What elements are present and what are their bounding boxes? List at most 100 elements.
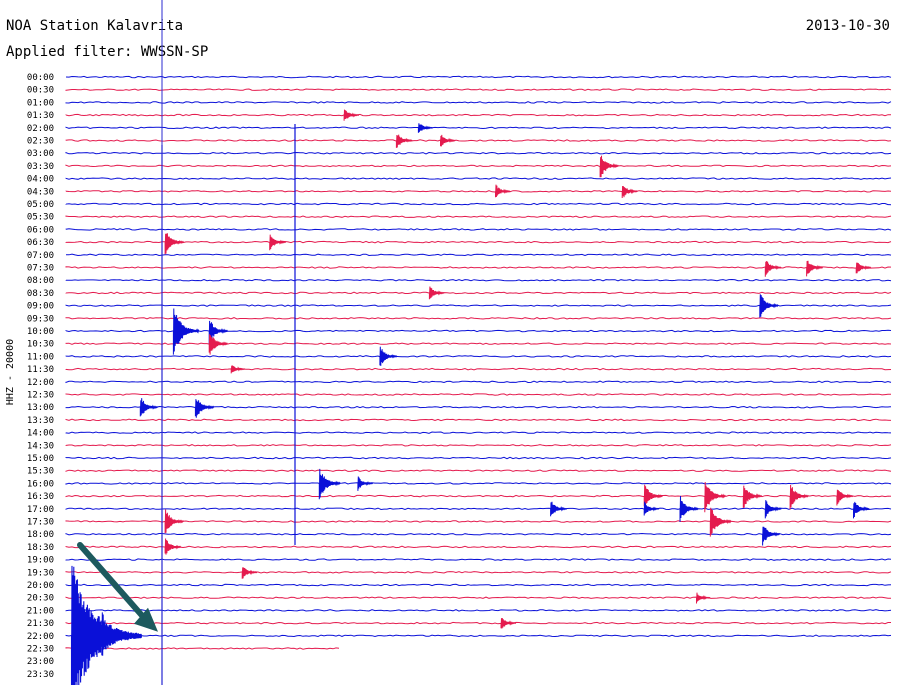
event-burst bbox=[599, 155, 619, 178]
trace-line bbox=[65, 215, 892, 218]
time-label: 05:30 bbox=[27, 213, 54, 223]
trace-line bbox=[65, 469, 892, 472]
event-burst bbox=[139, 398, 158, 417]
event-burst bbox=[696, 592, 711, 604]
event-burst bbox=[101, 612, 128, 656]
trace-line bbox=[65, 571, 892, 574]
time-label: 10:30 bbox=[27, 340, 54, 350]
trace-line bbox=[65, 431, 892, 434]
trace-line bbox=[65, 456, 892, 460]
time-label: 17:00 bbox=[27, 505, 54, 515]
event-burst bbox=[395, 134, 413, 148]
trace-line bbox=[65, 380, 892, 384]
time-label: 19:00 bbox=[27, 556, 54, 566]
time-label: 17:30 bbox=[27, 518, 54, 528]
event-burst bbox=[343, 109, 360, 121]
event-burst bbox=[230, 365, 246, 374]
event-burst bbox=[789, 484, 809, 510]
time-label: 15:30 bbox=[27, 467, 54, 477]
trace-line bbox=[65, 444, 892, 447]
trace-line bbox=[65, 634, 892, 638]
trace-line bbox=[65, 647, 340, 650]
event-burst bbox=[379, 346, 398, 366]
event-burst bbox=[440, 134, 456, 147]
time-label: 10:00 bbox=[27, 327, 54, 337]
event-burst bbox=[241, 567, 258, 579]
time-label: 22:00 bbox=[27, 632, 54, 642]
time-label: 20:00 bbox=[27, 581, 54, 591]
trace-line bbox=[65, 88, 892, 91]
event-burst bbox=[853, 501, 870, 519]
event-burst bbox=[764, 260, 782, 277]
time-label: 14:30 bbox=[27, 441, 54, 451]
event-burst bbox=[762, 526, 781, 546]
event-burst bbox=[172, 308, 200, 355]
trace-line bbox=[65, 101, 892, 104]
arrow-annotation bbox=[77, 542, 158, 632]
trace-line bbox=[65, 507, 892, 511]
trace-line bbox=[65, 240, 892, 244]
time-label: 15:00 bbox=[27, 454, 54, 464]
event-burst bbox=[704, 481, 727, 513]
trace-line bbox=[65, 228, 892, 231]
trace-line bbox=[65, 75, 892, 79]
time-label: 12:00 bbox=[27, 378, 54, 388]
time-label: 13:00 bbox=[27, 403, 54, 413]
date-label: 2013-10-30 bbox=[805, 18, 890, 34]
time-label: 01:00 bbox=[27, 98, 54, 108]
trace-line bbox=[65, 113, 892, 117]
event-burst bbox=[164, 538, 182, 555]
time-label: 19:30 bbox=[27, 568, 54, 578]
time-label: 06:30 bbox=[27, 238, 54, 248]
event-burst bbox=[208, 320, 229, 344]
event-burst bbox=[269, 234, 287, 251]
trace-line bbox=[65, 367, 892, 371]
time-label: 07:00 bbox=[27, 251, 54, 261]
trace-line bbox=[65, 405, 892, 409]
time-label: 21:30 bbox=[27, 619, 54, 629]
trace-line bbox=[65, 393, 892, 396]
trace-line bbox=[65, 494, 892, 498]
time-label: 05:00 bbox=[27, 200, 54, 210]
time-label: 03:00 bbox=[27, 149, 54, 159]
trace-line bbox=[65, 164, 892, 168]
trace-line bbox=[66, 253, 892, 257]
trace-line bbox=[65, 482, 892, 485]
trace-line bbox=[65, 342, 892, 345]
event-burst bbox=[500, 618, 517, 629]
event-burst bbox=[318, 468, 341, 500]
event-burst bbox=[208, 334, 229, 355]
trace-line bbox=[65, 278, 892, 282]
time-label: 03:30 bbox=[27, 162, 54, 172]
trace-line bbox=[65, 177, 892, 180]
trace-line bbox=[65, 596, 892, 599]
trace-line bbox=[65, 190, 892, 193]
event-burst bbox=[759, 294, 779, 318]
event-burst bbox=[679, 495, 699, 523]
time-label: 16:30 bbox=[27, 492, 54, 502]
event-burst bbox=[164, 509, 184, 534]
trace-line bbox=[65, 621, 891, 625]
trace-line bbox=[65, 317, 892, 320]
time-label: 00:00 bbox=[27, 73, 54, 83]
trace-line bbox=[65, 139, 892, 142]
event-burst bbox=[428, 286, 445, 300]
trace-line bbox=[65, 520, 892, 523]
trace-line bbox=[65, 291, 892, 295]
time-label: 00:30 bbox=[27, 86, 54, 96]
time-label: 04:30 bbox=[27, 187, 54, 197]
trace-line bbox=[65, 609, 892, 612]
event-burst bbox=[806, 260, 823, 277]
time-label: 11:30 bbox=[27, 365, 54, 375]
event-burst bbox=[764, 500, 782, 519]
trace-line bbox=[65, 329, 892, 333]
event-burst bbox=[709, 507, 732, 537]
time-label: 13:30 bbox=[27, 416, 54, 426]
time-label: 04:00 bbox=[27, 175, 54, 185]
event-burst bbox=[855, 262, 872, 274]
event-burst bbox=[643, 484, 663, 507]
event-burst bbox=[357, 476, 374, 491]
time-label: 07:30 bbox=[27, 264, 54, 274]
time-label: 23:30 bbox=[27, 670, 54, 680]
